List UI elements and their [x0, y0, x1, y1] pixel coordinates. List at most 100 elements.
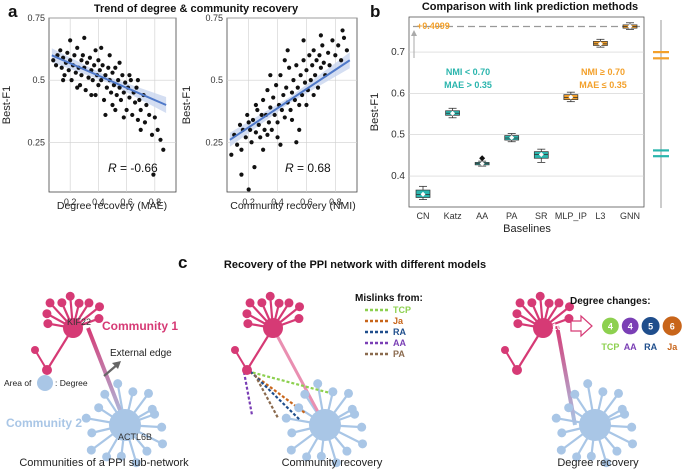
data-points: [229, 28, 349, 192]
y-tick-label-0: 0.25: [205, 137, 223, 147]
data-point-37: [101, 97, 107, 103]
annotation-symbol: R: [285, 161, 294, 175]
blue-community-leaf-10: [294, 403, 304, 413]
data-point-67: [339, 58, 344, 63]
data-point-84: [61, 78, 66, 83]
data-point-51: [308, 78, 313, 83]
data-point-60: [321, 60, 326, 65]
data-point-52: [310, 63, 315, 68]
legend-area-label: Area of: [4, 378, 32, 388]
blue-community-leaf-10: [564, 403, 574, 413]
data-point-43: [110, 70, 115, 75]
data-point-3: [237, 122, 243, 127]
pink-community-leaf-6: [284, 298, 294, 308]
data-point-71: [155, 127, 160, 132]
blue-community-leaf-4: [601, 458, 611, 468]
degree-bubble-2: [641, 317, 660, 335]
blue-community-leaf-7: [86, 445, 96, 455]
data-point-10: [249, 140, 254, 145]
data-point-6: [243, 135, 248, 140]
data-point-58: [318, 65, 323, 70]
data-point-36: [100, 63, 105, 68]
blue-community-leaf-8: [87, 428, 97, 438]
x-tick-labels: 0.2 0.4 0.6 0.8: [242, 197, 341, 207]
data-point-20: [79, 73, 84, 78]
degree-bubble-1: [621, 317, 639, 335]
data-point-55: [314, 58, 319, 63]
regression-line: [229, 59, 351, 141]
caption-community-recovery: Community recovery: [282, 457, 383, 469]
data-point-82: [103, 112, 108, 118]
mean-marker-2: [479, 161, 485, 167]
data-point-84: [301, 38, 306, 43]
y-tick-label-1: 0.5: [32, 75, 45, 85]
data-point-23: [83, 87, 88, 93]
mean-marker-1: [450, 110, 456, 116]
network-nodes: [231, 291, 368, 468]
data-point-88: [93, 48, 98, 53]
data-point-49: [117, 85, 122, 90]
network-communities: KIF22 ACTL6B Community 1 Community 2 Ext…: [4, 291, 189, 469]
data-point-83: [285, 48, 290, 53]
x-tick-label-3: 0.8: [149, 197, 162, 207]
data-point-16: [75, 45, 80, 50]
panel-a-title: Trend of degree & community recovery: [94, 3, 299, 15]
community-1-label: Community 1: [102, 319, 178, 333]
data-point-15: [256, 122, 261, 127]
pink-community-leaf-8: [294, 314, 304, 324]
data-point-35: [99, 78, 104, 83]
y-tick-labels: 0.4 0.5 0.6 0.7: [391, 47, 405, 182]
data-point-40: [292, 97, 297, 103]
data-point-47: [114, 92, 119, 98]
data-point-45: [111, 83, 117, 88]
data-point-30: [93, 92, 98, 98]
data-point-80: [89, 92, 94, 98]
data-point-4: [59, 65, 64, 70]
blue-community-leaf-3: [142, 446, 152, 456]
category-label-2: AA: [476, 211, 488, 221]
data-point-24: [269, 127, 274, 132]
data-point-87: [113, 107, 118, 113]
data-point-72: [282, 58, 287, 63]
data-point-77: [289, 117, 295, 123]
blue-community-leaf-6: [102, 452, 112, 462]
pink-node-tertiary: [501, 346, 509, 354]
data-point-34: [97, 68, 102, 73]
data-point-53: [311, 48, 316, 53]
pink-community-leaf-7: [565, 302, 575, 312]
data-point-28: [90, 78, 95, 83]
mean-marker-3: [509, 135, 515, 141]
node-label-actl6b: ACTL6B: [118, 432, 152, 442]
pink-community-leaf-3: [257, 298, 267, 308]
data-point-86: [294, 140, 299, 145]
degree-bubble-label-1: AA: [624, 342, 637, 352]
blue-community-leaf-3: [612, 446, 622, 456]
blue-community-leaf-9: [281, 413, 291, 423]
mislink-legend-label-ja: Ja: [393, 316, 404, 326]
data-point-77: [107, 53, 112, 58]
data-point-69: [344, 48, 349, 53]
x-tick-label-2: 0.6: [120, 197, 133, 207]
side-summary-marks: [653, 51, 669, 158]
external-edge-soft: [271, 327, 327, 426]
data-point-64: [330, 38, 335, 43]
y-axis-label: Best-F1: [1, 86, 13, 125]
y-tick-label-0: 0.25: [27, 137, 45, 147]
data-point-62: [326, 50, 331, 55]
pink-community-leaf-7: [95, 302, 105, 312]
blue-community-leaf-14: [344, 388, 354, 398]
data-point-0: [229, 152, 234, 157]
pink-community-leaf-3: [57, 298, 67, 308]
panel-c-title: Recovery of the PPI network with differe…: [224, 259, 486, 271]
pink-community-leaf-0: [513, 319, 523, 329]
data-point-52: [121, 90, 126, 95]
data-point-23: [268, 105, 273, 110]
pink-node-secondary: [42, 365, 52, 375]
blue-community-leaf-4: [331, 458, 341, 468]
y-tick-label-2: 0.75: [205, 13, 223, 23]
blue-community-leaf-11: [100, 389, 110, 399]
pink-community-leaf-6: [84, 298, 94, 308]
blue-community-leaf-9: [551, 413, 561, 423]
